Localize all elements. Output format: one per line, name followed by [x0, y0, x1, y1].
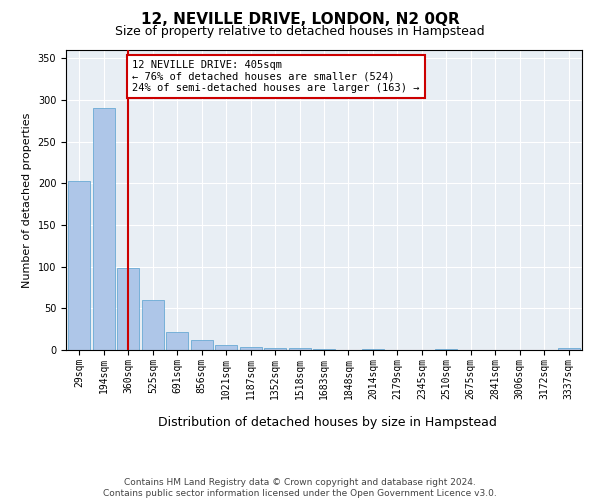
Bar	[191, 340, 213, 350]
Bar	[264, 348, 286, 350]
Bar	[142, 300, 164, 350]
Bar	[362, 349, 384, 350]
Text: Size of property relative to detached houses in Hampstead: Size of property relative to detached ho…	[115, 25, 485, 38]
Text: Contains HM Land Registry data © Crown copyright and database right 2024.
Contai: Contains HM Land Registry data © Crown c…	[103, 478, 497, 498]
Bar	[239, 346, 262, 350]
Bar	[166, 332, 188, 350]
Text: 12 NEVILLE DRIVE: 405sqm
← 76% of detached houses are smaller (524)
24% of semi-: 12 NEVILLE DRIVE: 405sqm ← 76% of detach…	[132, 60, 419, 93]
Bar	[215, 345, 237, 350]
Y-axis label: Number of detached properties: Number of detached properties	[22, 112, 32, 288]
Text: Distribution of detached houses by size in Hampstead: Distribution of detached houses by size …	[158, 416, 496, 429]
Bar	[435, 349, 457, 350]
Bar	[557, 348, 580, 350]
Text: 12, NEVILLE DRIVE, LONDON, N2 0QR: 12, NEVILLE DRIVE, LONDON, N2 0QR	[140, 12, 460, 28]
Bar	[118, 268, 139, 350]
Bar	[93, 108, 115, 350]
Bar	[289, 348, 311, 350]
Bar	[68, 181, 91, 350]
Bar	[313, 349, 335, 350]
